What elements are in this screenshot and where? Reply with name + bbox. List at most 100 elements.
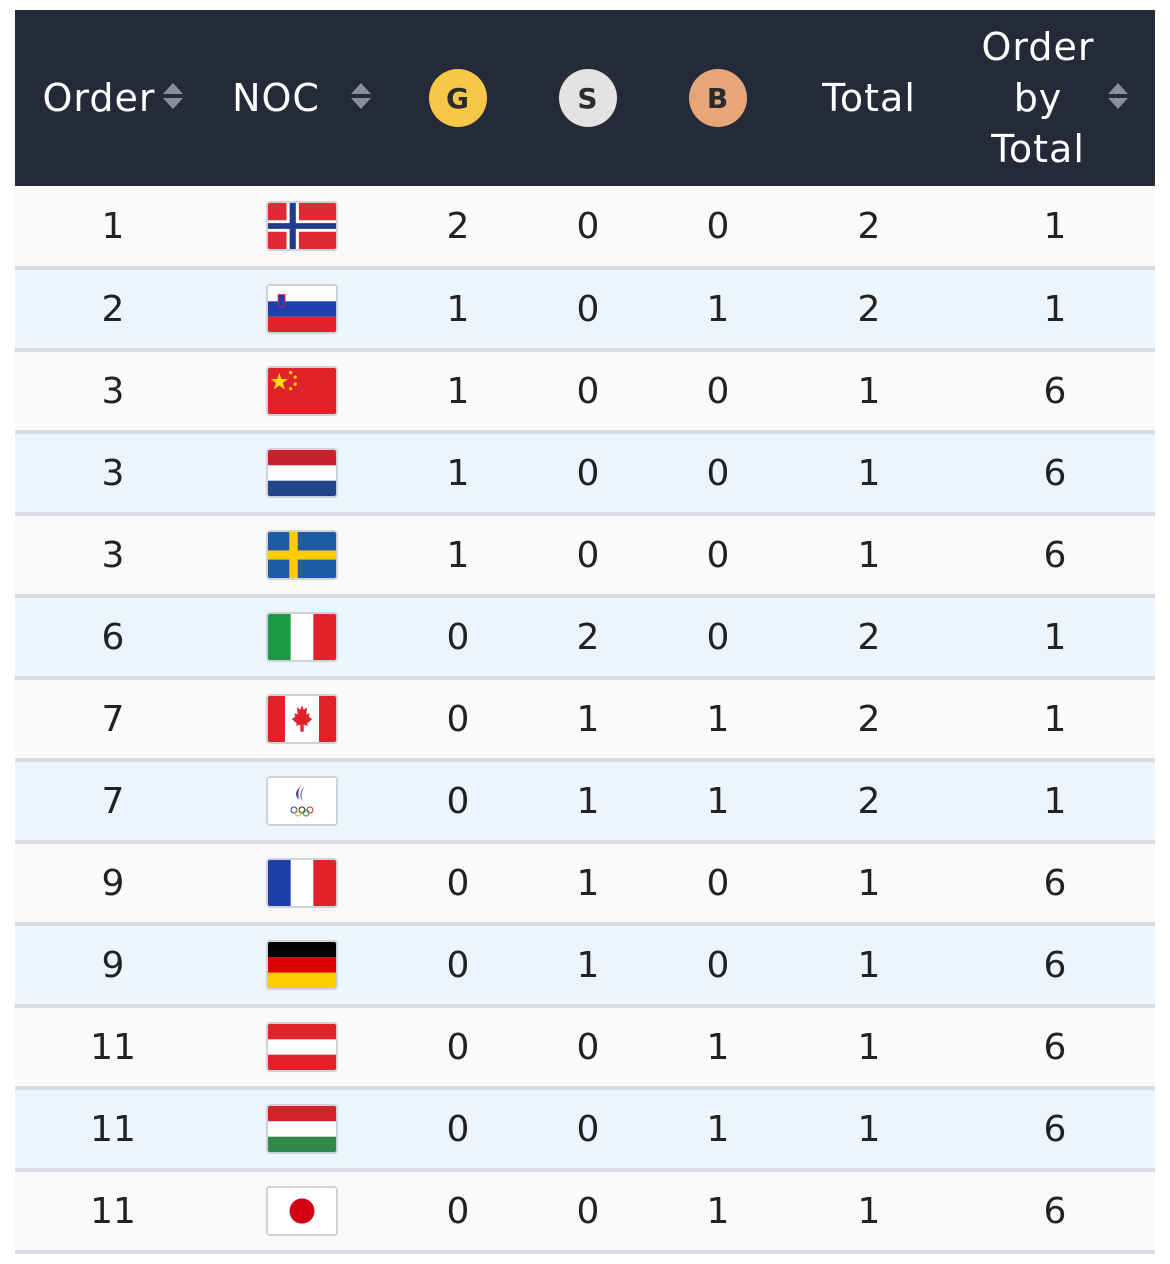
silver-count-cell: 1 — [576, 944, 600, 986]
order-by-total-cell: 1 — [1043, 616, 1067, 658]
order-cell: 2 — [101, 288, 125, 330]
order-by-total-cell: 1 — [1043, 205, 1067, 247]
noc-flag-cell — [211, 1170, 393, 1252]
total-count-cell: 1 — [857, 452, 881, 494]
noc-flag-cell — [211, 924, 393, 1006]
norway-flag-icon[interactable] — [266, 201, 338, 251]
gold-count-cell: 0 — [446, 780, 470, 822]
hungary-flag-icon[interactable] — [266, 1104, 338, 1154]
table-row: 3 1 0 0 1 6 — [15, 514, 1155, 596]
bronze-count-cell: 1 — [706, 780, 730, 822]
slovenia-flag-icon[interactable] — [266, 284, 338, 334]
order-by-total-cell: 6 — [1043, 1108, 1067, 1150]
bronze-column-header: B — [653, 10, 783, 186]
gold-count-cell: 0 — [446, 1108, 470, 1150]
noc-flag-cell — [211, 842, 393, 924]
bronze-count-cell: 0 — [706, 534, 730, 576]
gold-count-cell: 0 — [446, 616, 470, 658]
total-count-cell: 1 — [857, 862, 881, 904]
silver-count-cell: 0 — [576, 452, 600, 494]
sweden-flag-icon[interactable] — [266, 530, 338, 580]
bronze-count-cell: 0 — [706, 370, 730, 412]
table-row: 11 0 0 1 1 6 — [15, 1170, 1155, 1252]
order-column-header[interactable]: Order — [15, 10, 211, 186]
silver-count-cell: 0 — [576, 288, 600, 330]
noc-flag-cell — [211, 186, 393, 268]
gold-count-cell: 0 — [446, 944, 470, 986]
noc-flag-cell — [211, 596, 393, 678]
bronze-count-cell: 1 — [706, 1108, 730, 1150]
total-column-header: Total — [783, 10, 955, 186]
total-count-cell: 2 — [857, 698, 881, 740]
order-by-total-cell: 6 — [1043, 452, 1067, 494]
order-cell: 1 — [101, 205, 125, 247]
germany-flag-icon[interactable] — [266, 940, 338, 990]
japan-flag-icon[interactable] — [266, 1186, 338, 1236]
order-cell: 7 — [101, 698, 125, 740]
silver-column-header: S — [523, 10, 653, 186]
order-cell: 11 — [90, 1190, 136, 1232]
bronze-count-cell: 0 — [706, 452, 730, 494]
gold-count-cell: 2 — [446, 205, 470, 247]
medal-table: Order NOC G S — [15, 10, 1155, 1254]
bronze-medal-icon: B — [689, 69, 747, 127]
noc-column-header[interactable]: NOC — [211, 10, 393, 186]
order-by-total-cell: 6 — [1043, 862, 1067, 904]
total-count-cell: 1 — [857, 944, 881, 986]
total-count-cell: 1 — [857, 370, 881, 412]
noc-flag-cell — [211, 678, 393, 760]
silver-count-cell: 0 — [576, 1190, 600, 1232]
order-by-total-column-header[interactable]: Order by Total — [955, 10, 1155, 186]
sort-arrows-icon — [162, 76, 184, 120]
bronze-count-cell: 1 — [706, 1026, 730, 1068]
noc-flag-cell — [211, 1088, 393, 1170]
bronze-count-cell: 0 — [706, 616, 730, 658]
silver-count-cell: 1 — [576, 862, 600, 904]
order-by-total-line-1: Order — [981, 24, 1095, 69]
roc-flag-icon[interactable] — [266, 776, 338, 826]
total-count-cell: 2 — [857, 288, 881, 330]
table-row: 3 1 0 0 1 6 — [15, 350, 1155, 432]
bronze-count-cell: 0 — [706, 205, 730, 247]
table-row: 7 0 1 1 2 1 — [15, 678, 1155, 760]
total-count-cell: 1 — [857, 1190, 881, 1232]
france-flag-icon[interactable] — [266, 858, 338, 908]
total-count-cell: 1 — [857, 1026, 881, 1068]
order-by-total-cell: 6 — [1043, 534, 1067, 576]
austria-flag-icon[interactable] — [266, 1022, 338, 1072]
noc-flag-cell — [211, 514, 393, 596]
silver-count-cell: 0 — [576, 1108, 600, 1150]
netherlands-flag-icon[interactable] — [266, 448, 338, 498]
silver-count-cell: 1 — [576, 780, 600, 822]
silver-count-cell: 1 — [576, 698, 600, 740]
order-cell: 3 — [101, 370, 125, 412]
silver-medal-icon: S — [559, 69, 617, 127]
noc-flag-cell — [211, 432, 393, 514]
silver-count-cell: 0 — [576, 205, 600, 247]
table-row: 6 0 2 0 2 1 — [15, 596, 1155, 678]
order-cell: 9 — [101, 862, 125, 904]
header-row: Order NOC G S — [15, 10, 1155, 186]
gold-count-cell: 0 — [446, 1026, 470, 1068]
noc-flag-cell — [211, 760, 393, 842]
bronze-count-cell: 1 — [706, 288, 730, 330]
sort-arrows-icon — [350, 76, 372, 120]
italy-flag-icon[interactable] — [266, 612, 338, 662]
noc-flag-cell — [211, 268, 393, 350]
table-row: 11 0 0 1 1 6 — [15, 1088, 1155, 1170]
china-flag-icon[interactable] — [266, 366, 338, 416]
order-cell: 3 — [101, 534, 125, 576]
noc-flag-cell — [211, 1006, 393, 1088]
silver-count-cell: 0 — [576, 1026, 600, 1068]
order-cell: 9 — [101, 944, 125, 986]
gold-count-cell: 1 — [446, 288, 470, 330]
order-cell: 11 — [90, 1026, 136, 1068]
silver-count-cell: 0 — [576, 534, 600, 576]
table-row: 3 1 0 0 1 6 — [15, 432, 1155, 514]
table-row: 9 0 1 0 1 6 — [15, 924, 1155, 1006]
bronze-count-cell: 1 — [706, 698, 730, 740]
canada-flag-icon[interactable] — [266, 694, 338, 744]
order-by-total-cell: 1 — [1043, 288, 1067, 330]
order-by-total-cell: 1 — [1043, 698, 1067, 740]
